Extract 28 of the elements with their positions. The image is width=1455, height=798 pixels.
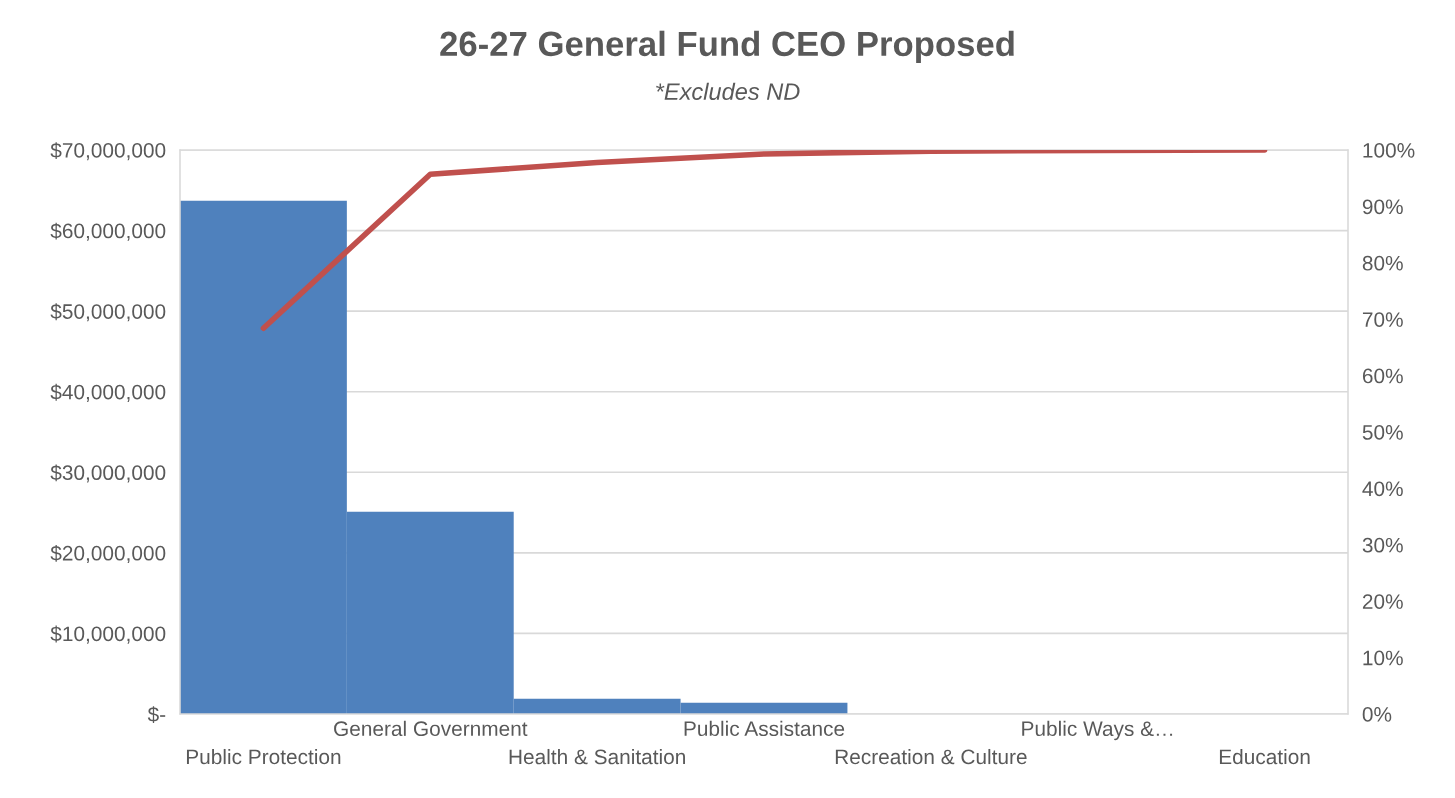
- y2-tick-label: 80%: [1362, 255, 1403, 271]
- y-tick-label: $50,000,000: [50, 303, 166, 322]
- y-tick-label: $40,000,000: [50, 383, 166, 402]
- y2-tick-label: 30%: [1362, 537, 1403, 553]
- chart-subtitle: *Excludes ND: [656, 82, 800, 100]
- x-tick-label: Education: [1219, 748, 1310, 765]
- y2-tick-label: 50%: [1362, 425, 1403, 440]
- x-tick-label: Public Protection: [186, 748, 341, 765]
- y-tick-label: $60,000,000: [50, 222, 166, 241]
- x-tick-label: Recreation & Culture: [835, 748, 1027, 765]
- y2-tick-label: 90%: [1362, 199, 1403, 215]
- y-tick-label: $-: [147, 706, 166, 723]
- x-tick-label: Public Ways &…: [1022, 720, 1173, 741]
- y-tick-label: $10,000,000: [50, 625, 166, 644]
- y2-tick-label: 20%: [1362, 594, 1403, 609]
- y-tick-label: $30,000,000: [50, 464, 166, 483]
- y2-tick-label: 60%: [1362, 368, 1403, 384]
- y2-tick-label: 0%: [1362, 707, 1392, 722]
- x-tick-label: Public Assistance: [684, 720, 845, 737]
- y2-tick-label: 100%: [1363, 143, 1415, 158]
- chart-title: 26-27 General Fund CEO Proposed: [440, 30, 1014, 64]
- x-tick-label: General Government: [334, 720, 528, 737]
- y2-tick-label: 40%: [1362, 481, 1403, 497]
- x-tick-label: Health & Sanitation: [509, 748, 685, 765]
- y-tick-label: $70,000,000: [50, 142, 166, 161]
- y-tick-label: $20,000,000: [50, 544, 166, 564]
- y2-tick-label: 70%: [1362, 312, 1403, 327]
- y2-tick-label: 10%: [1363, 650, 1403, 666]
